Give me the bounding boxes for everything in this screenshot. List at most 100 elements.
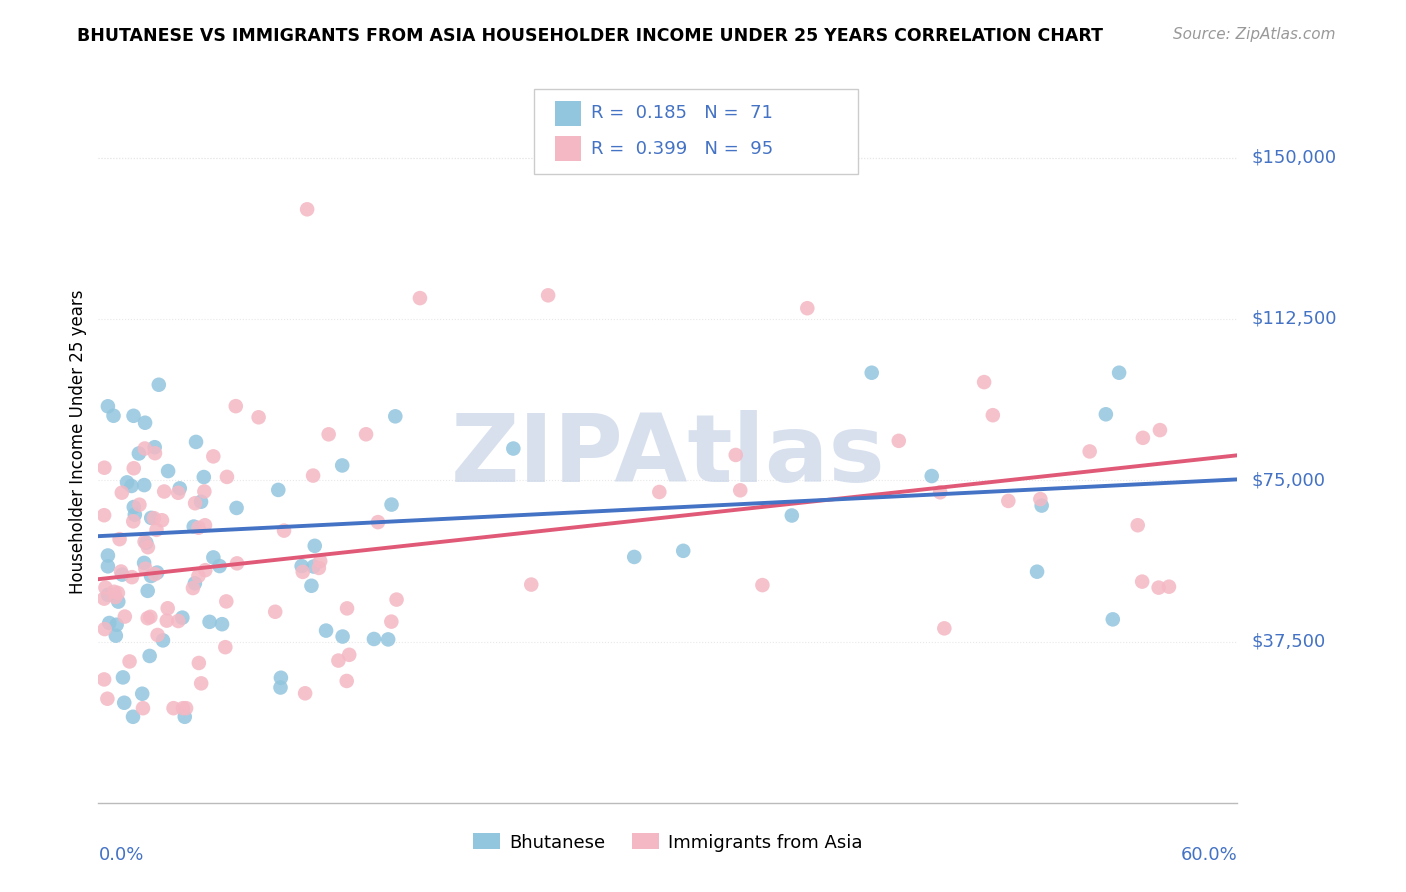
Point	[97, 559, 120, 574]
Point	[1095, 407, 1118, 421]
Point	[214, 640, 236, 655]
Point	[97, 588, 120, 602]
Point	[1031, 499, 1053, 513]
Point	[308, 561, 330, 575]
Point	[156, 601, 179, 615]
Point	[225, 399, 247, 413]
Point	[226, 557, 249, 571]
Point	[184, 576, 207, 591]
Point	[215, 470, 238, 484]
Point	[108, 532, 131, 546]
Point	[315, 624, 337, 638]
Legend: Bhutanese, Immigrants from Asia: Bhutanese, Immigrants from Asia	[465, 826, 870, 859]
Point	[96, 691, 118, 706]
Point	[134, 478, 156, 492]
Point	[1029, 492, 1052, 507]
Point	[110, 565, 132, 579]
Point	[336, 673, 359, 688]
Point	[367, 515, 389, 529]
Point	[302, 468, 325, 483]
Text: ZIPAtlas: ZIPAtlas	[450, 410, 886, 502]
Point	[103, 409, 125, 423]
Point	[184, 434, 207, 449]
Point	[136, 583, 159, 598]
Point	[380, 615, 402, 629]
Point	[94, 581, 117, 595]
Point	[202, 550, 225, 565]
Point	[304, 539, 326, 553]
Point	[380, 498, 402, 512]
Point	[98, 615, 121, 630]
Point	[173, 710, 195, 724]
Point	[105, 617, 128, 632]
Point	[93, 591, 115, 606]
Point	[139, 609, 162, 624]
Point	[114, 609, 136, 624]
Point	[384, 409, 406, 424]
Point	[184, 496, 207, 510]
Point	[122, 409, 145, 423]
Point	[134, 416, 156, 430]
Point	[520, 577, 543, 591]
Point	[336, 601, 359, 615]
Point	[167, 614, 190, 628]
Point	[318, 427, 340, 442]
Point	[97, 549, 120, 563]
Point	[354, 427, 377, 442]
Point	[921, 469, 943, 483]
Text: R =  0.399   N =  95: R = 0.399 N = 95	[591, 140, 773, 158]
Point	[157, 464, 180, 478]
Point	[1157, 580, 1180, 594]
Y-axis label: Householder Income Under 25 years: Householder Income Under 25 years	[69, 289, 87, 594]
Point	[135, 536, 157, 550]
Point	[169, 481, 191, 495]
Point	[148, 377, 170, 392]
Point	[887, 434, 910, 448]
Point	[302, 559, 325, 574]
Text: 0.0%: 0.0%	[98, 847, 143, 864]
Point	[107, 586, 129, 600]
Point	[143, 440, 166, 454]
Point	[122, 514, 145, 528]
Point	[111, 567, 134, 582]
Point	[295, 202, 318, 217]
Point	[1101, 612, 1123, 626]
Point	[301, 579, 323, 593]
Point	[118, 655, 141, 669]
Point	[132, 701, 155, 715]
Text: 60.0%: 60.0%	[1181, 847, 1237, 864]
Point	[273, 524, 295, 538]
Point	[153, 484, 176, 499]
Point	[409, 291, 432, 305]
Point	[132, 556, 155, 570]
Point	[1132, 431, 1154, 445]
Point	[796, 301, 818, 316]
Point	[934, 621, 956, 635]
Point	[143, 567, 166, 582]
Text: $37,500: $37,500	[1251, 632, 1326, 650]
Point	[156, 614, 179, 628]
Point	[139, 569, 162, 583]
Point	[181, 581, 204, 595]
Point	[1108, 366, 1130, 380]
Point	[728, 483, 751, 498]
Point	[124, 508, 146, 522]
Point	[194, 518, 217, 533]
Point	[377, 632, 399, 647]
Point	[981, 408, 1004, 422]
Point	[997, 494, 1019, 508]
Point	[330, 458, 353, 473]
Point	[131, 687, 153, 701]
Point	[111, 670, 134, 684]
Point	[93, 508, 115, 523]
Point	[537, 288, 560, 302]
Text: $75,000: $75,000	[1251, 471, 1326, 489]
Point	[623, 549, 645, 564]
Point	[193, 470, 215, 484]
Point	[143, 446, 166, 460]
Point	[172, 701, 194, 715]
Point	[183, 519, 205, 533]
Point	[270, 681, 292, 695]
Text: BHUTANESE VS IMMIGRANTS FROM ASIA HOUSEHOLDER INCOME UNDER 25 YEARS CORRELATION : BHUTANESE VS IMMIGRANTS FROM ASIA HOUSEH…	[77, 27, 1104, 45]
Point	[145, 523, 167, 537]
